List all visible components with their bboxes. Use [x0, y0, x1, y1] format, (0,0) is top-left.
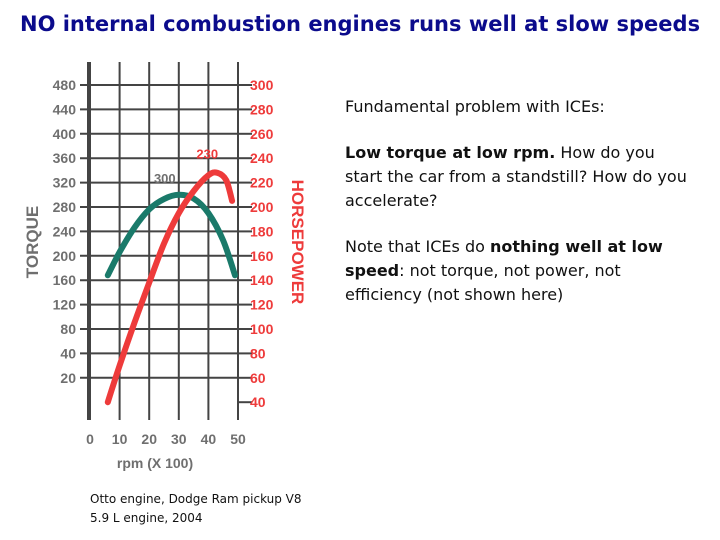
rpm-tick-label: 0 [86, 431, 94, 447]
horsepower-tick-label: 60 [250, 370, 266, 386]
horsepower-peak-label: 230 [196, 146, 218, 161]
horsepower-tick-label: 160 [250, 248, 274, 264]
slide-title: NO internal combustion engines runs well… [20, 12, 701, 36]
y-axis-right-label: HORSEPOWER [288, 180, 307, 305]
side-p1-bold: Low torque at low rpm. [345, 143, 556, 162]
torque-tick-label: 20 [60, 370, 76, 386]
horsepower-tick-label: 80 [250, 345, 266, 361]
torque-tick-label: 400 [53, 126, 77, 142]
torque-curve [104, 191, 238, 279]
rpm-tick-label: 40 [201, 431, 217, 447]
side-text: Fundamental problem with ICEs: Low torqu… [345, 95, 690, 329]
torque-tick-label: 440 [53, 101, 77, 117]
torque-tick-label: 80 [60, 321, 76, 337]
rpm-tick-label: 10 [112, 431, 128, 447]
y-axis-left-label: TORQUE [23, 206, 42, 278]
side-p2-bold: nothing well at low speed [345, 237, 663, 280]
horsepower-tick-label: 40 [250, 394, 266, 410]
side-paragraph-2: Note that ICEs do nothing well at low sp… [345, 235, 690, 307]
torque-tick-label: 120 [53, 297, 77, 313]
torque-tick-label: 160 [53, 272, 77, 288]
torque-tick-label: 280 [53, 199, 77, 215]
horsepower-tick-label: 220 [250, 175, 274, 191]
torque-horsepower-chart: 4804404003603202802402001601208040203002… [23, 62, 307, 471]
torque-peak-label: 300 [154, 171, 176, 186]
side-p2-start: Note that ICEs do [345, 237, 490, 256]
rpm-tick-label: 50 [230, 431, 246, 447]
x-axis-label: rpm (X 100) [117, 455, 193, 471]
engine-caption: Otto engine, Dodge Ram pickup V8 5.9 L e… [90, 492, 302, 525]
horsepower-tick-label: 140 [250, 272, 274, 288]
horsepower-curve [104, 169, 236, 406]
horsepower-tick-label: 200 [250, 199, 274, 215]
side-p1-rest: How do you start the car from a standsti… [345, 143, 687, 210]
horsepower-tick-label: 180 [250, 223, 274, 239]
rpm-tick-label: 30 [171, 431, 187, 447]
torque-tick-label: 360 [53, 150, 77, 166]
horsepower-tick-label: 100 [250, 321, 274, 337]
torque-tick-label: 320 [53, 175, 77, 191]
side-paragraph-1: Low torque at low rpm. How do you start … [345, 141, 690, 213]
torque-tick-label: 240 [53, 223, 77, 239]
side-heading: Fundamental problem with ICEs: [345, 97, 605, 116]
torque-tick-label: 200 [53, 248, 77, 264]
side-p2-rest: : not torque, not power, not efficiency … [345, 261, 621, 304]
horsepower-tick-label: 240 [250, 150, 274, 166]
horsepower-tick-label: 120 [250, 297, 274, 313]
horsepower-tick-label: 260 [250, 126, 274, 142]
rpm-tick-label: 20 [141, 431, 157, 447]
torque-tick-label: 40 [60, 345, 76, 361]
horsepower-tick-label: 280 [250, 101, 274, 117]
torque-tick-label: 480 [53, 77, 77, 93]
horsepower-tick-label: 300 [250, 77, 274, 93]
